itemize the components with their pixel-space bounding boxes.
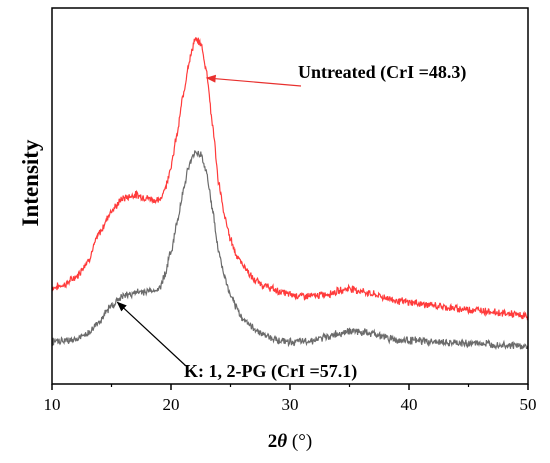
annotation-untreated-arrow [205,74,302,87]
series-line-untreated [51,37,529,321]
x-tick-label: 40 [401,395,418,414]
x-axis-title-theta: θ [277,431,287,452]
x-tick-label: 10 [44,395,61,414]
x-axis-title-prefix: 2 [268,431,278,452]
x-tick-label: 50 [520,395,537,414]
x-axis-title-unit: (°) [287,431,312,452]
annotation-k12pg-arrow [116,301,187,367]
x-tick-label: 30 [282,395,299,414]
annotation-layer: Untreated (CrI =48.3) K: 1, 2-PG (CrI =57… [116,62,466,382]
annotation-untreated-label: Untreated (CrI =48.3) [298,62,466,83]
y-axis-title: Intensity [18,139,43,226]
tick-layer: 10 20 30 40 50 [44,384,537,414]
annotation-k12pg-label: K: 1, 2-PG (CrI =57.1) [184,361,357,382]
x-axis-title: 2θ (°) [268,431,312,452]
series-layer [51,37,529,351]
series-line-k12pg [51,150,529,351]
x-tick-label: 20 [163,395,180,414]
